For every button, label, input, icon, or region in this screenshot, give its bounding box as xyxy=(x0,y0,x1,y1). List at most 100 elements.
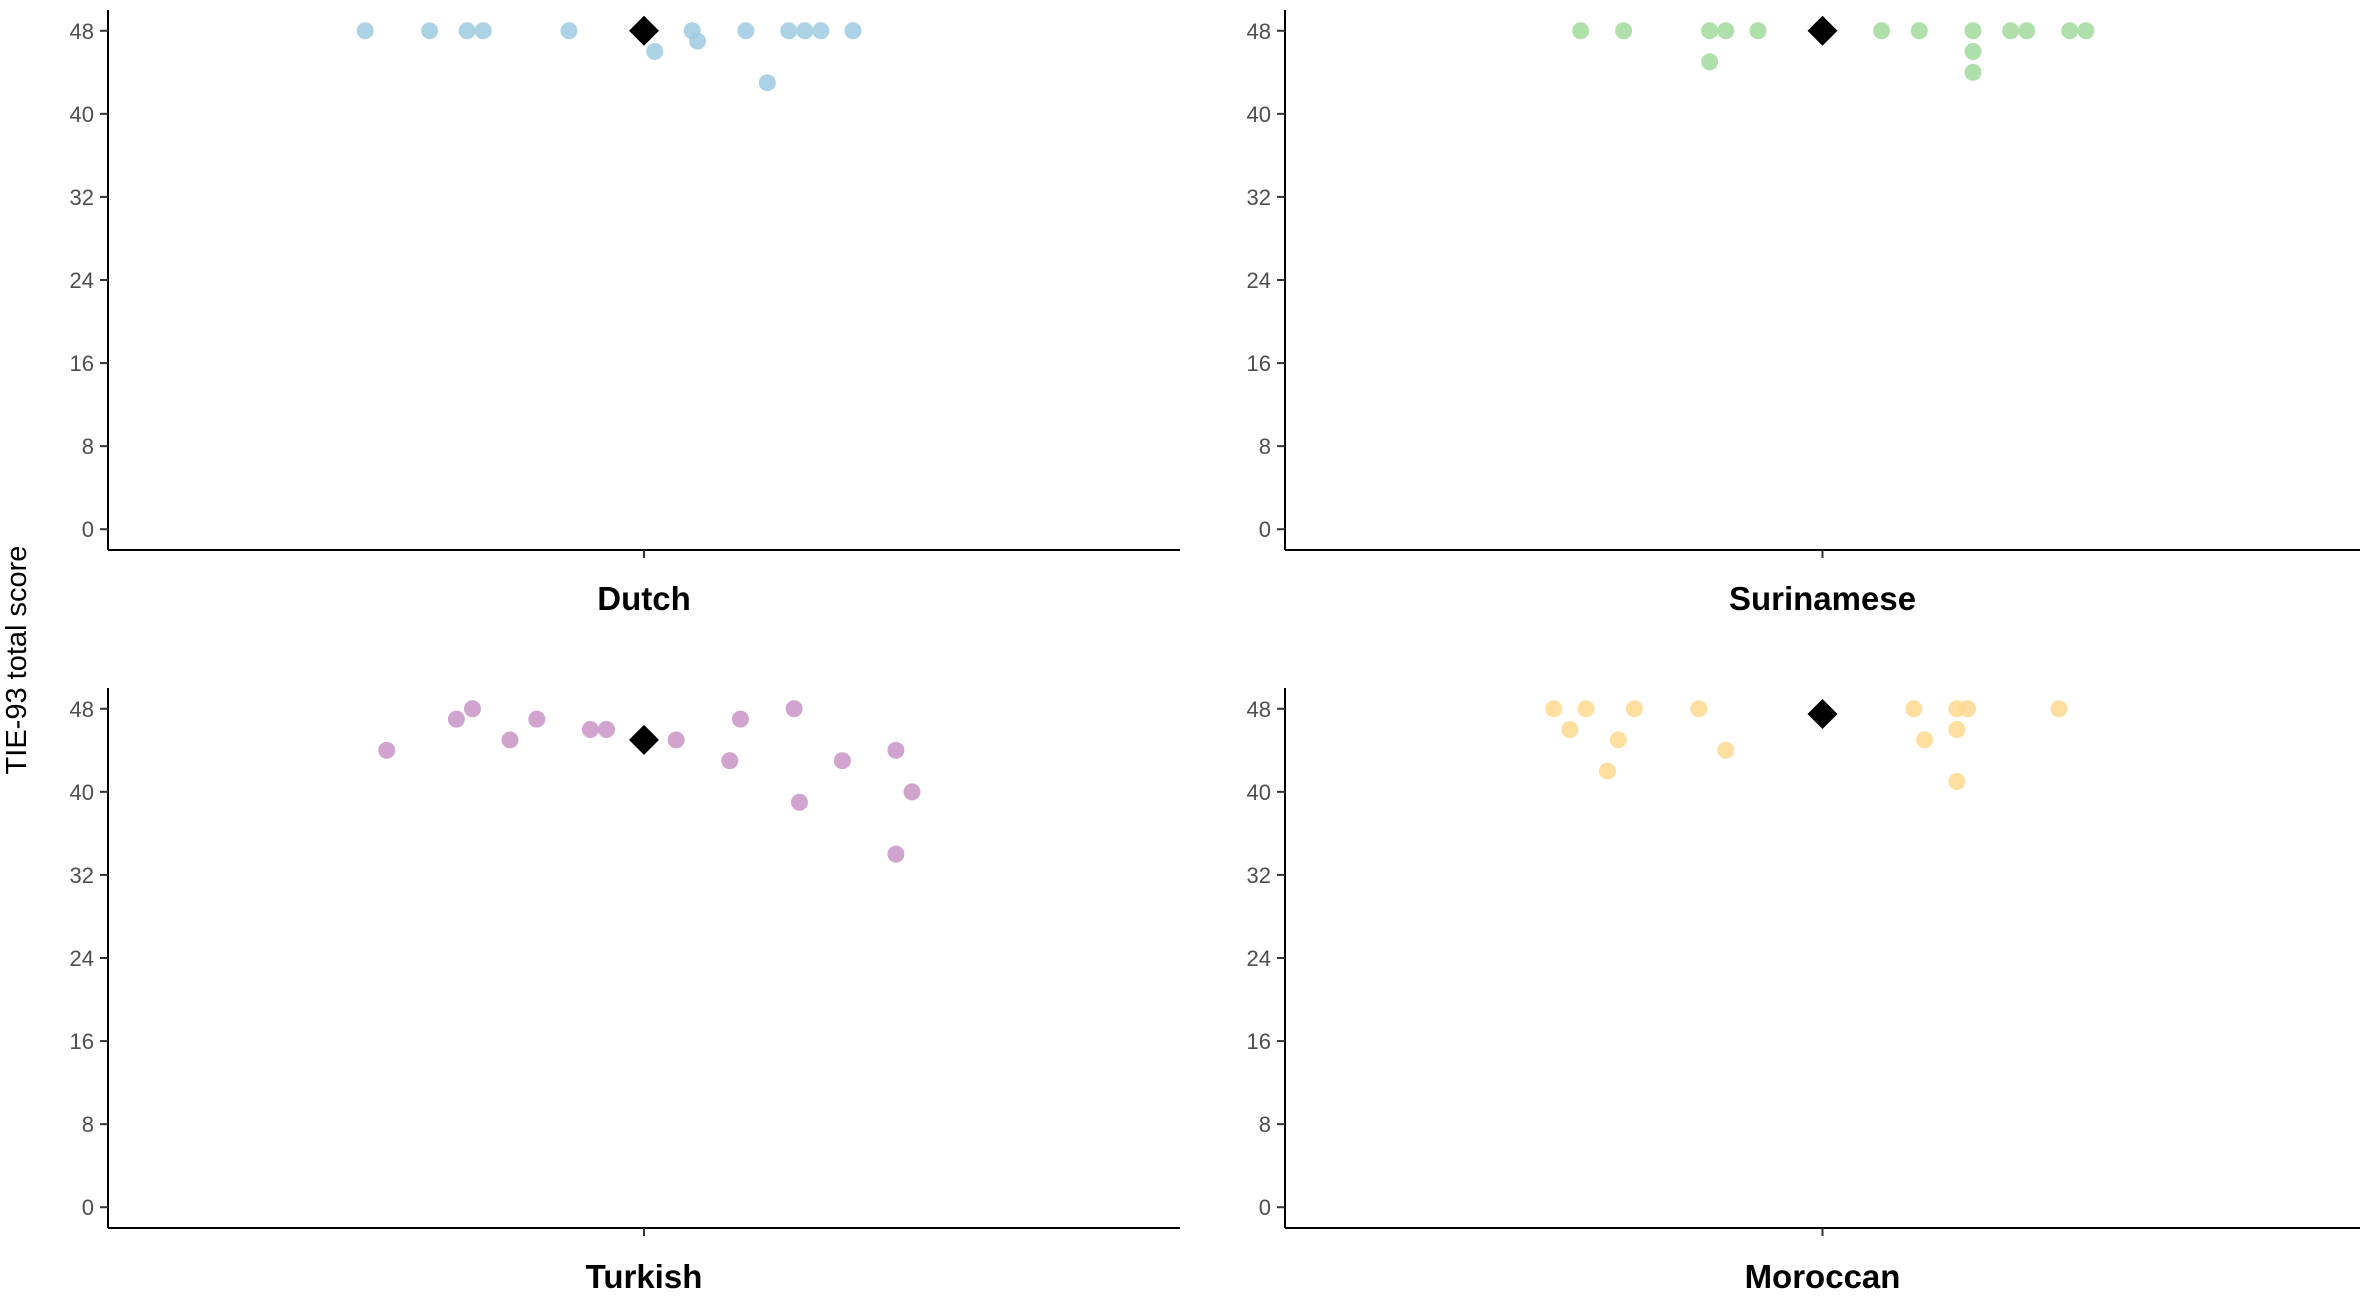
panel-turkish: 0 8 16 24 32 40 48 Turkish xyxy=(70,688,1180,1295)
data-point xyxy=(1572,22,1590,40)
y-tick-label: 32 xyxy=(70,185,94,210)
data-point xyxy=(1625,700,1643,718)
data-point xyxy=(2050,700,2068,718)
data-point xyxy=(2002,22,2020,40)
data-point xyxy=(812,22,830,40)
data-point xyxy=(1701,22,1719,40)
panel-surinamese: 0 8 16 24 32 40 48 Surinamese xyxy=(1247,10,2360,617)
data-point xyxy=(447,710,465,728)
y-tick-label: 8 xyxy=(1259,434,1271,459)
data-point xyxy=(1749,22,1767,40)
data-point xyxy=(581,721,599,739)
y-tick-label: 16 xyxy=(1247,1029,1271,1054)
data-point xyxy=(1959,700,1977,718)
data-point xyxy=(458,22,476,40)
data-point xyxy=(758,74,776,92)
y-tick-label: 24 xyxy=(70,268,94,293)
data-point xyxy=(780,22,798,40)
data-point xyxy=(667,731,685,749)
panel-dutch: 0 8 16 24 32 40 48 Dutch xyxy=(70,10,1180,617)
data-point xyxy=(1561,721,1579,739)
data-point xyxy=(463,700,481,718)
data-point xyxy=(737,22,755,40)
y-tick-label: 32 xyxy=(1247,185,1271,210)
data-point xyxy=(1905,700,1923,718)
y-tick-label: 40 xyxy=(70,102,94,127)
y-tick-label: 48 xyxy=(1247,697,1271,722)
y-tick-label: 0 xyxy=(1259,1195,1271,1220)
y-tick-label: 40 xyxy=(1247,102,1271,127)
data-point xyxy=(790,793,808,811)
y-tick-label: 16 xyxy=(70,1029,94,1054)
data-point xyxy=(785,700,803,718)
data-point xyxy=(833,752,851,770)
y-tick-label: 24 xyxy=(1247,946,1271,971)
panel-moroccan: 0 8 16 24 32 40 48 Moroccan xyxy=(1247,688,2360,1295)
data-point xyxy=(1701,53,1719,71)
y-tick-label: 0 xyxy=(82,1195,94,1220)
data-point xyxy=(1717,22,1735,40)
y-tick-label: 16 xyxy=(1247,351,1271,376)
data-point xyxy=(689,32,707,50)
data-point xyxy=(887,741,905,759)
panel-title: Surinamese xyxy=(1729,580,1916,617)
data-point xyxy=(1964,22,1982,40)
y-tick-label: 8 xyxy=(82,1112,94,1137)
data-point xyxy=(356,22,374,40)
panel-title: Moroccan xyxy=(1745,1258,1901,1295)
data-point xyxy=(721,752,739,770)
y-tick-label: 32 xyxy=(70,863,94,888)
mean-marker xyxy=(1807,698,1838,729)
y-tick-label: 24 xyxy=(70,946,94,971)
data-point xyxy=(1873,22,1891,40)
y-axis-label: TIE-93 total score xyxy=(1,546,33,775)
y-tick-label: 8 xyxy=(1259,1112,1271,1137)
y-tick-label: 40 xyxy=(70,780,94,805)
data-point xyxy=(731,710,749,728)
y-tick-label: 0 xyxy=(1259,517,1271,542)
data-point xyxy=(1948,772,1966,790)
data-point xyxy=(1577,700,1595,718)
mean-marker xyxy=(629,15,659,46)
data-point xyxy=(796,22,814,40)
panel-title: Dutch xyxy=(597,580,691,617)
y-tick-label: 0 xyxy=(82,517,94,542)
y-tick-label: 32 xyxy=(1247,863,1271,888)
y-tick-label: 8 xyxy=(82,434,94,459)
data-point xyxy=(1948,721,1966,739)
data-point xyxy=(1599,762,1616,780)
data-point xyxy=(1615,22,1633,40)
data-point xyxy=(1964,63,1982,81)
data-point xyxy=(597,721,615,739)
y-tick-label: 48 xyxy=(70,697,94,722)
y-tick-label: 48 xyxy=(1247,19,1271,44)
data-point xyxy=(1916,731,1934,749)
data-point xyxy=(2061,22,2079,40)
data-point xyxy=(2018,22,2036,40)
data-point xyxy=(560,22,578,40)
data-point xyxy=(528,710,546,728)
data-point xyxy=(887,845,905,863)
data-point xyxy=(2077,22,2095,40)
data-point xyxy=(646,43,664,61)
data-point xyxy=(1609,731,1627,749)
data-point xyxy=(501,731,519,749)
data-point xyxy=(903,783,921,801)
data-point xyxy=(1964,43,1982,61)
data-point xyxy=(421,22,439,40)
data-point xyxy=(1690,700,1708,718)
data-point xyxy=(1717,741,1735,759)
y-tick-label: 24 xyxy=(1247,268,1271,293)
mean-marker xyxy=(1807,15,1838,46)
data-point xyxy=(1545,700,1563,718)
panel-title: Turkish xyxy=(586,1258,703,1295)
mean-marker xyxy=(629,724,659,755)
y-tick-label: 48 xyxy=(70,19,94,44)
data-point xyxy=(844,22,862,40)
y-tick-label: 16 xyxy=(70,351,94,376)
data-point xyxy=(378,741,396,759)
data-point xyxy=(474,22,492,40)
data-point xyxy=(1910,22,1928,40)
y-tick-label: 40 xyxy=(1247,780,1271,805)
